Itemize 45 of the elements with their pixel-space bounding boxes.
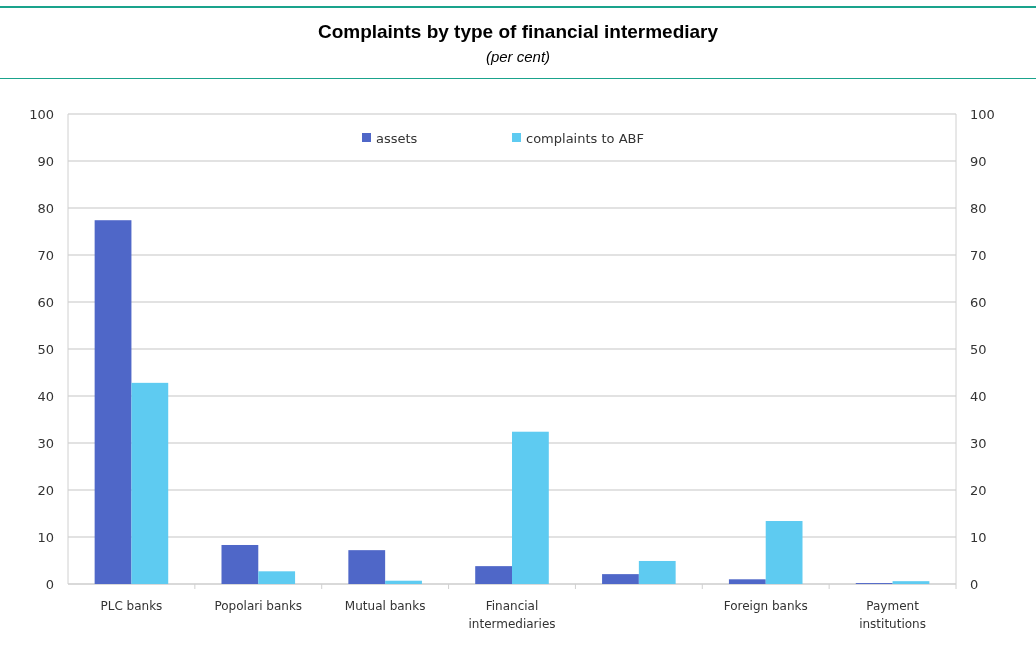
y-tick-label: 50 — [37, 341, 54, 357]
bar — [512, 431, 549, 584]
bar — [221, 544, 259, 584]
y2-tick-label: 60 — [970, 294, 987, 310]
y2-tick-label: 40 — [970, 388, 987, 404]
y-tick-label: 80 — [37, 200, 54, 216]
x-tick-label: Foreign banks — [723, 599, 808, 613]
y2-tick-label: 70 — [970, 247, 987, 263]
bar — [728, 579, 766, 584]
legend-label: assets — [376, 130, 418, 146]
y-tick-label: 30 — [37, 435, 54, 451]
x-tick-label: Payment institutions — [859, 599, 926, 631]
y-tick-label: 90 — [37, 153, 54, 169]
y2-tick-label: 20 — [970, 482, 987, 498]
y2-tick-label: 0 — [970, 576, 979, 592]
y-tick-label: 60 — [37, 294, 54, 310]
x-tick-label: Popolari banks — [214, 599, 303, 613]
y2-tick-label: 100 — [970, 106, 995, 122]
y-tick-label: 10 — [37, 529, 54, 545]
y2-tick-label: 80 — [970, 200, 987, 216]
bar — [385, 580, 422, 584]
chart-title: Complaints by type of financial intermediary — [317, 21, 719, 42]
x-tick-label: PLC banks — [100, 599, 163, 613]
chart-subtitle: (per cent) — [485, 48, 551, 65]
bar — [475, 566, 512, 584]
y2-tick-label: 10 — [970, 529, 987, 545]
y-tick-label: 40 — [37, 388, 54, 404]
legend-label: complaints to ABF — [526, 130, 644, 146]
bar — [131, 382, 169, 584]
bar — [638, 560, 676, 584]
y-tick-label: 100 — [29, 106, 54, 122]
bar — [348, 550, 386, 584]
y2-tick-label: 30 — [970, 435, 987, 451]
x-tick-label: Mutual banks — [344, 599, 426, 613]
x-tick-label: Financial intermediaries — [468, 599, 556, 631]
y-tick-label: 0 — [45, 576, 54, 592]
y2-tick-label: 90 — [970, 153, 987, 169]
bar — [258, 571, 296, 584]
y-tick-label: 70 — [37, 247, 54, 263]
bar — [892, 581, 930, 584]
y2-tick-label: 50 — [970, 341, 987, 357]
bar — [94, 220, 132, 584]
y-tick-label: 20 — [37, 482, 54, 498]
bar — [765, 521, 803, 584]
bar — [602, 574, 639, 584]
